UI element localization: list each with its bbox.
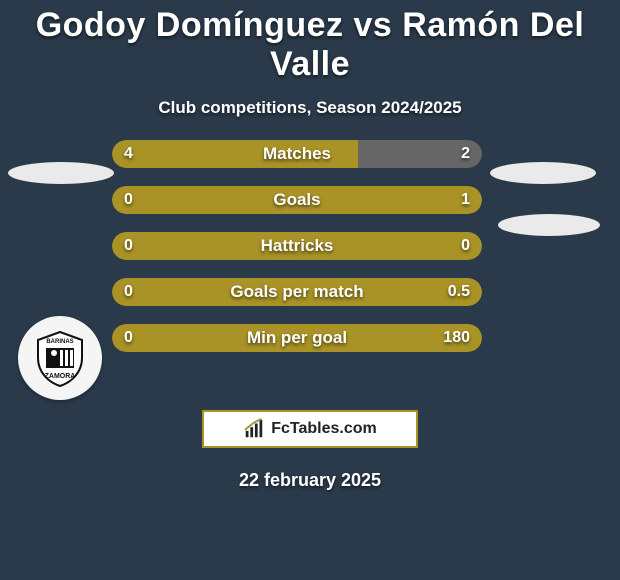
bar-chart-icon [243, 418, 265, 440]
bar-left-fill [112, 186, 201, 214]
badge-top-text: BARINAS [46, 339, 73, 345]
date-line: 22 february 2025 [0, 470, 620, 491]
bar-left-fill [112, 324, 297, 352]
decorative-ellipse [498, 214, 600, 236]
brand-box[interactable]: FcTables.com [202, 410, 418, 448]
bar-left-fill [112, 278, 297, 306]
stat-row: Goals01 [112, 186, 482, 214]
stat-row: Matches42 [112, 140, 482, 168]
stat-row: Goals per match00.5 [112, 278, 482, 306]
badge-bot-text: ZAMORA [45, 373, 76, 380]
page-title: Godoy Domínguez vs Ramón Del Valle [0, 0, 620, 84]
comparison-stage: Matches42 Goals01 Hattricks00 Goals per mat… [0, 140, 620, 400]
decorative-ellipse [8, 162, 114, 184]
stat-row: Hattricks00 [112, 232, 482, 260]
page-subtitle: Club competitions, Season 2024/2025 [0, 98, 620, 118]
bar-right-fill [297, 324, 482, 352]
bar-right-fill [358, 140, 482, 168]
shield-icon: BARINAS ZAMORA [30, 328, 90, 388]
bar-right-fill [297, 278, 482, 306]
brand-text: FcTables.com [271, 420, 377, 438]
club-badge: BARINAS ZAMORA [18, 316, 102, 400]
bars-container: Matches42 Goals01 Hattricks00 Goals per mat… [112, 140, 482, 370]
bar-right-fill [297, 232, 482, 260]
bar-left-fill [112, 232, 297, 260]
decorative-ellipse [490, 162, 596, 184]
bar-left-fill [112, 140, 358, 168]
bar-right-fill [201, 186, 482, 214]
stat-row: Min per goal0180 [112, 324, 482, 352]
